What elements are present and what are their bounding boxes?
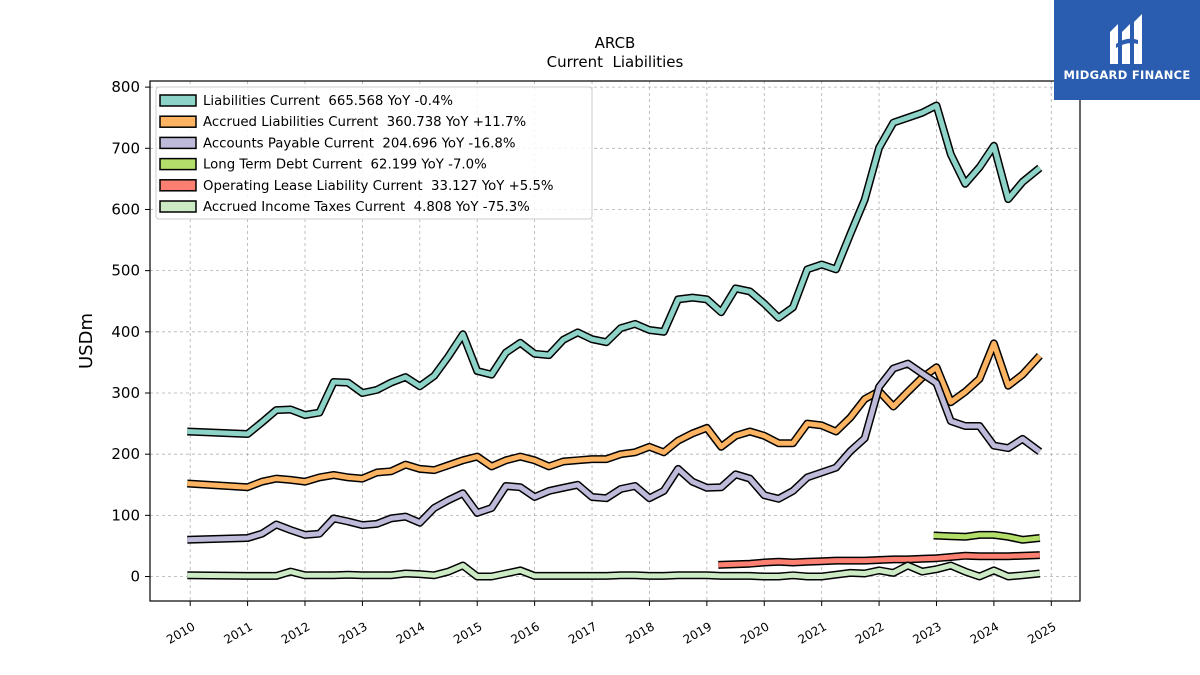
x-tick-label: 2015 xyxy=(451,619,484,646)
x-tick-label: 2010 xyxy=(164,619,197,646)
legend-label: Accrued Income Taxes Current 4.808 YoY -… xyxy=(203,200,530,215)
series-accrued-liabilities-current xyxy=(187,339,1043,492)
y-axis: 0 100 200 300 400 500 600 700 800 xyxy=(111,78,150,586)
legend: Liabilities Current 665.568 YoY -0.4% Acc… xyxy=(155,86,593,220)
legend-swatch xyxy=(159,179,197,192)
legend-swatch xyxy=(159,136,197,150)
legend-label: Long Term Debt Current 62.199 YoY -7.0% xyxy=(203,158,487,173)
chart-subtitle: Current Liabilities xyxy=(547,53,684,71)
series-line xyxy=(187,361,1042,543)
x-axis: 2010 2011 2012 2013 2014 2015 2016 2017 2018 2019… xyxy=(164,601,1059,647)
legend-label: Operating Lease Liability Current 33.127… xyxy=(203,179,554,194)
x-tick-label: 2018 xyxy=(623,619,656,646)
legend-item: Operating Lease Liability Current 33.127… xyxy=(159,179,554,194)
legend-item: Accrued Liabilities Current 360.738 YoY … xyxy=(159,115,526,130)
series-line xyxy=(187,340,1042,490)
series-line xyxy=(718,552,1040,568)
x-tick-label: 2016 xyxy=(509,619,542,646)
y-axis-label: USDm xyxy=(76,313,97,369)
series-line xyxy=(933,532,1041,543)
series-accounts-payable-current xyxy=(187,359,1043,544)
y-tick-label: 300 xyxy=(111,384,140,402)
y-tick-label: 500 xyxy=(111,262,140,280)
y-tick-label: 700 xyxy=(111,139,140,157)
brand-mark-icon xyxy=(1110,14,1142,64)
x-tick-label: 2022 xyxy=(853,619,886,646)
x-tick-label: 2012 xyxy=(279,619,312,646)
legend-item: Long Term Debt Current 62.199 YoY -7.0% xyxy=(159,157,487,173)
series-line xyxy=(187,563,1041,579)
plot-frame xyxy=(149,80,1081,602)
brand-name: MIDGARD FINANCE xyxy=(1063,68,1191,82)
series-accrued-income-taxes-current xyxy=(187,561,1041,581)
legend-item: Liabilities Current 665.568 YoY -0.4% xyxy=(159,94,453,109)
brand-logo: MIDGARD FINANCE xyxy=(1054,0,1200,100)
series-lines xyxy=(187,101,1043,581)
y-tick-label: 600 xyxy=(111,200,140,218)
series-long-term-debt-current xyxy=(933,530,1041,544)
legend-item: Accounts Payable Current 204.696 YoY -16… xyxy=(159,136,515,151)
x-tick-label: 2020 xyxy=(738,619,771,646)
y-tick-label: 0 xyxy=(130,568,140,586)
legend-box xyxy=(155,86,593,220)
series-operating-lease-liability-current xyxy=(718,551,1040,569)
series-liabilities-current xyxy=(187,101,1043,438)
legend-label: Accounts Payable Current 204.696 YoY -16… xyxy=(203,136,515,151)
x-tick-label: 2014 xyxy=(394,619,427,646)
y-tick-label: 200 xyxy=(111,445,140,463)
x-tick-label: 2023 xyxy=(910,619,943,646)
x-tick-label: 2019 xyxy=(681,619,714,646)
x-tick-label: 2024 xyxy=(968,619,1001,646)
x-tick-label: 2025 xyxy=(1025,619,1058,646)
chart-title: ARCB xyxy=(595,34,636,52)
x-tick-label: 2011 xyxy=(222,619,255,646)
legend-label: Liabilities Current 665.568 YoY -0.4% xyxy=(203,94,453,109)
legend-swatch xyxy=(159,200,197,213)
x-tick-label: 2021 xyxy=(796,619,829,646)
y-tick-label: 800 xyxy=(111,78,140,96)
legend-label: Accrued Liabilities Current 360.738 YoY … xyxy=(203,115,526,130)
legend-item: Accrued Income Taxes Current 4.808 YoY -… xyxy=(159,200,530,215)
x-tick-label: 2013 xyxy=(336,619,369,646)
legend-swatch xyxy=(159,157,197,171)
legend-swatch xyxy=(159,115,197,128)
x-tick-label: 2017 xyxy=(566,619,599,646)
y-tick-label: 100 xyxy=(111,506,140,524)
y-tick-label: 400 xyxy=(111,323,140,341)
series-line xyxy=(187,103,1042,437)
legend-swatch xyxy=(159,94,197,107)
